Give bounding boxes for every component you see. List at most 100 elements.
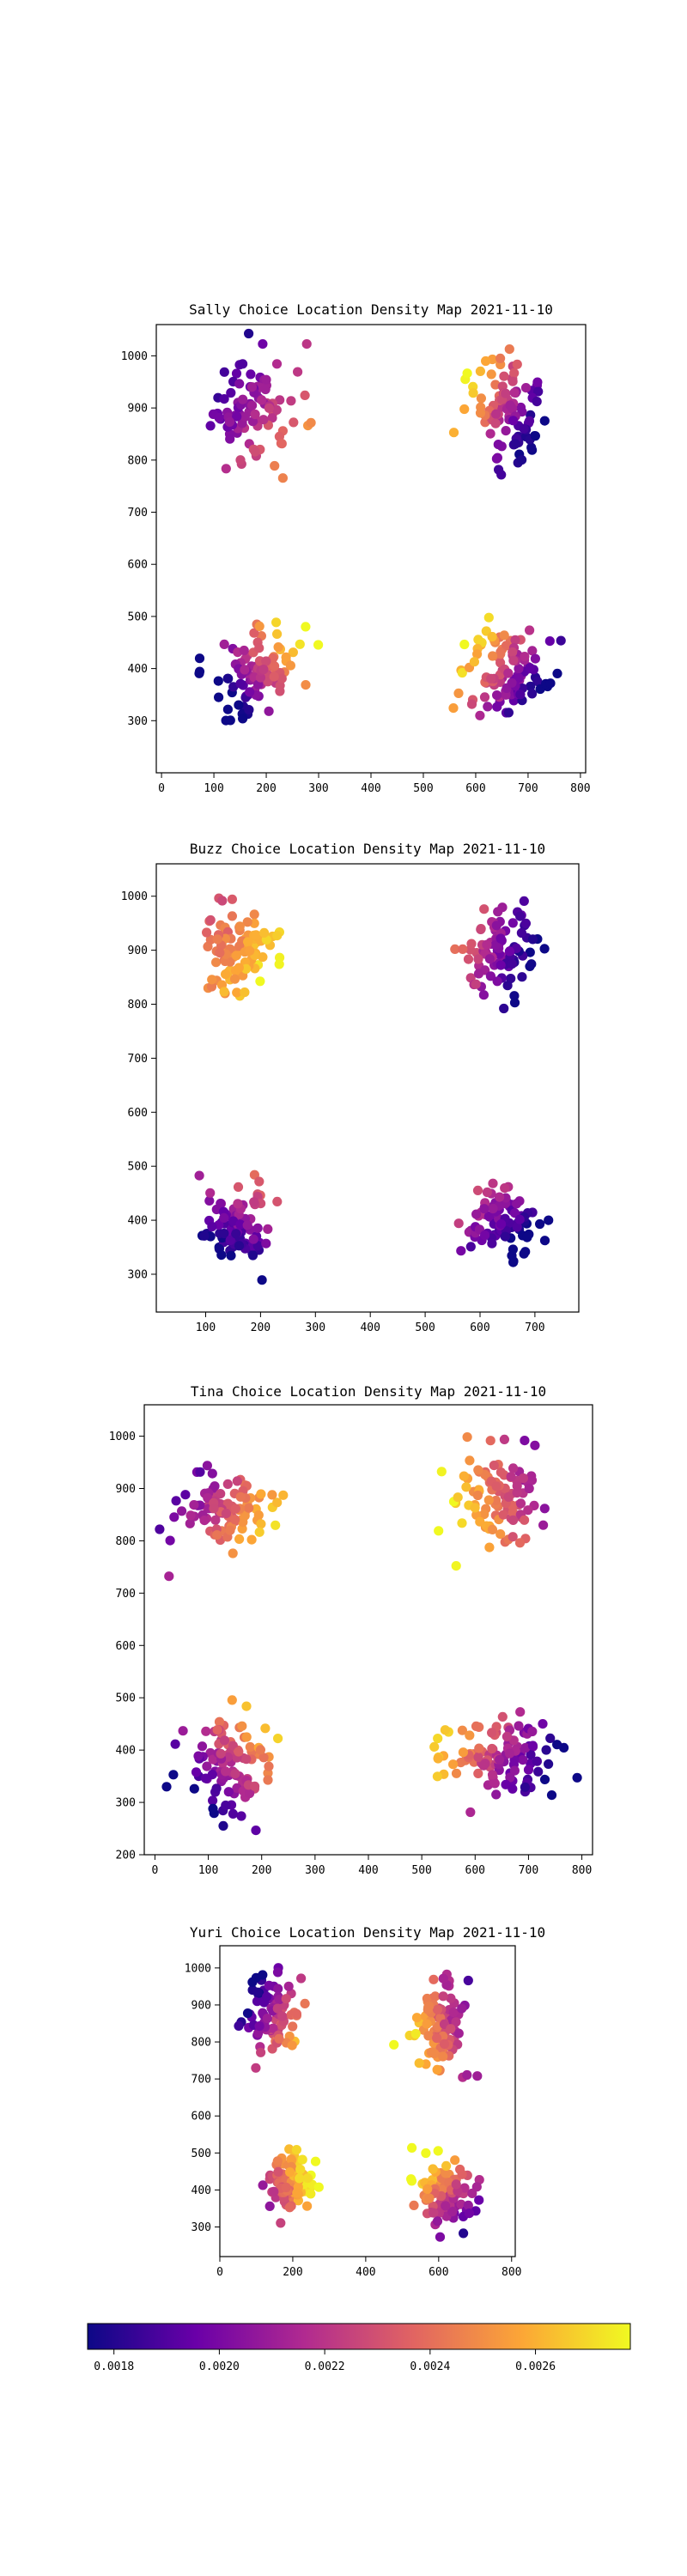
y-tick-label: 500	[128, 611, 148, 623]
scatter-point	[212, 1530, 222, 1540]
scatter-point	[221, 1766, 231, 1777]
scatter-point	[441, 2168, 451, 2178]
y-tick-label: 300	[192, 2221, 211, 2234]
scatter-point	[291, 2008, 301, 2019]
scatter-point	[225, 715, 235, 726]
scatter-point	[168, 1770, 179, 1780]
scatter-point	[450, 2155, 460, 2166]
scatter-point	[254, 621, 264, 632]
scatter-point	[301, 680, 311, 690]
x-tick-label: 500	[413, 782, 433, 795]
scatter-point	[225, 1235, 235, 1245]
scatter-point	[510, 635, 520, 645]
scatter-point	[210, 1481, 220, 1492]
scatter-point	[530, 653, 541, 664]
scatter-point	[484, 1542, 495, 1552]
colorbar: 0.0018 0.0020 0.0022 0.0024 0.0026	[87, 2323, 631, 2373]
scatter-point	[216, 1250, 227, 1261]
scatter-point	[507, 959, 517, 969]
scatter-point	[242, 917, 252, 927]
x-tick-label: 0	[216, 2266, 223, 2279]
scatter-point	[490, 418, 501, 428]
scatter-point	[512, 359, 522, 369]
scatter-point	[258, 665, 269, 675]
scatter-point	[239, 645, 249, 656]
scatter-point	[475, 1516, 485, 1527]
scatter-point	[539, 1504, 550, 1514]
scatter-point	[224, 416, 235, 427]
scatter-point	[507, 677, 517, 688]
scatter-point	[251, 930, 261, 940]
scatter-point	[232, 411, 242, 422]
scatter-point	[433, 1753, 443, 1764]
scatter-point	[436, 1467, 447, 1477]
scatter-point	[459, 639, 470, 650]
scatter-point	[205, 1188, 216, 1198]
scatter-point	[472, 1490, 483, 1501]
scatter-point	[221, 1509, 231, 1519]
scatter-point	[440, 1725, 451, 1735]
x-tick-label: 300	[305, 1864, 325, 1877]
scatter-point	[272, 2156, 283, 2166]
x-tick-label: 500	[415, 1321, 435, 1334]
scatter-point	[202, 1761, 212, 1771]
scatter-point	[289, 417, 299, 428]
scatter-point	[422, 1993, 432, 2004]
scatter-point	[495, 933, 506, 944]
scatter-point	[465, 1807, 476, 1818]
scatter-point	[478, 1760, 489, 1771]
scatter-point	[214, 1716, 225, 1727]
scatter-point	[217, 896, 228, 906]
scatter-point	[488, 651, 498, 661]
scatter-point	[227, 911, 237, 921]
scatter-point	[207, 975, 217, 985]
scatter-point	[524, 1483, 534, 1494]
scatter-point	[407, 2142, 417, 2153]
y-tick-label: 400	[128, 1215, 148, 1228]
scatter-point	[189, 1500, 199, 1510]
y-tick-label: 400	[128, 663, 148, 676]
scatter-point	[231, 951, 241, 961]
scatter-point	[258, 415, 269, 425]
scatter-point	[508, 918, 518, 928]
scatter-point	[514, 1721, 524, 1731]
y-tick-label: 900	[128, 945, 148, 957]
scatter-point	[462, 368, 472, 379]
scatter-point	[484, 954, 495, 964]
scatter-point	[479, 692, 490, 702]
scatter-point	[429, 2049, 440, 2059]
scatter-point	[515, 1707, 526, 1717]
scatter-point	[249, 1170, 259, 1180]
scatter-point	[487, 1743, 497, 1754]
scatter-point	[504, 344, 514, 355]
scatter-point	[432, 2064, 442, 2075]
scatter-point	[512, 1199, 522, 1209]
scatter-point	[508, 647, 518, 658]
scatter-point	[245, 687, 255, 697]
scatter-point	[429, 1741, 440, 1752]
y-tick-label: 700	[116, 1588, 136, 1601]
scatter-point	[267, 413, 277, 423]
scatter-point	[491, 453, 502, 464]
scatter-point	[487, 1728, 497, 1738]
scatter-point	[250, 409, 260, 420]
scatter-point	[448, 428, 459, 438]
scatter-point	[479, 904, 489, 914]
scatter-point	[222, 673, 233, 683]
scatter-point	[244, 328, 254, 339]
scatter-point	[274, 959, 284, 969]
scatter-point	[503, 1492, 514, 1502]
scatter-point	[295, 2173, 305, 2184]
scatter-point	[523, 1505, 533, 1516]
scatter-point	[487, 1524, 498, 1534]
scatter-point	[422, 2019, 432, 2029]
y-tick-label: 600	[128, 559, 148, 572]
scatter-point	[424, 2001, 435, 2011]
scatter-point	[433, 2146, 443, 2156]
x-tick-label: 400	[358, 1864, 378, 1877]
y-tick-label: 200	[116, 1850, 136, 1862]
scatter-point	[214, 692, 224, 702]
scatter-point	[457, 2169, 467, 2179]
y-tick-label: 1000	[121, 350, 148, 363]
x-tick-label: 600	[465, 782, 485, 795]
